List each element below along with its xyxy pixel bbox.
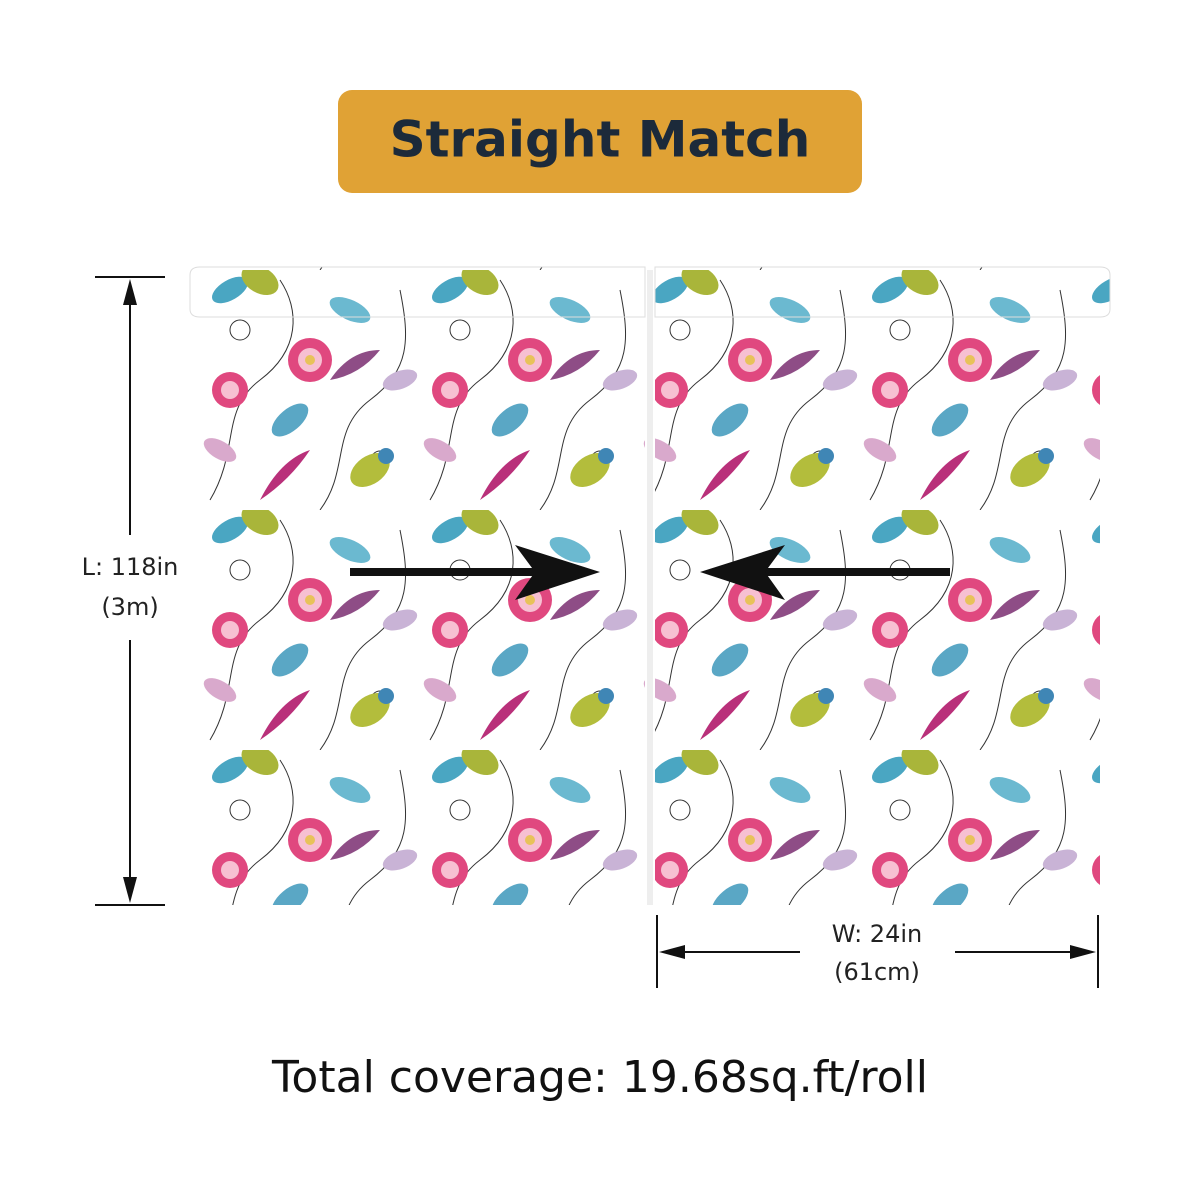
right-roll-top (654, 266, 1111, 318)
arrow-head-right (700, 545, 785, 600)
width-arrow-right (1070, 945, 1096, 959)
width-dimension (656, 915, 1099, 988)
match-arrows (350, 545, 950, 600)
length-arrow-up (123, 279, 137, 305)
width-metric: (61cm) (834, 958, 920, 986)
title-background (338, 90, 862, 193)
title: Straight Match (390, 111, 811, 169)
width-arrow-left (659, 945, 685, 959)
wallpaper-panels (189, 266, 1111, 905)
left-roll-top (189, 266, 646, 318)
length-dimension (95, 276, 165, 906)
right-panel (655, 270, 1100, 905)
width-label: W: 24in (832, 920, 922, 948)
left-panel (200, 270, 645, 905)
length-metric: (3m) (101, 593, 158, 621)
coverage: Total coverage: 19.68sq.ft/roll (271, 1052, 928, 1103)
length-label: L: 118in (82, 553, 179, 581)
title-badge: Straight Match (338, 90, 862, 193)
length-arrow-down (123, 877, 137, 903)
arrow-head-left (515, 545, 600, 600)
